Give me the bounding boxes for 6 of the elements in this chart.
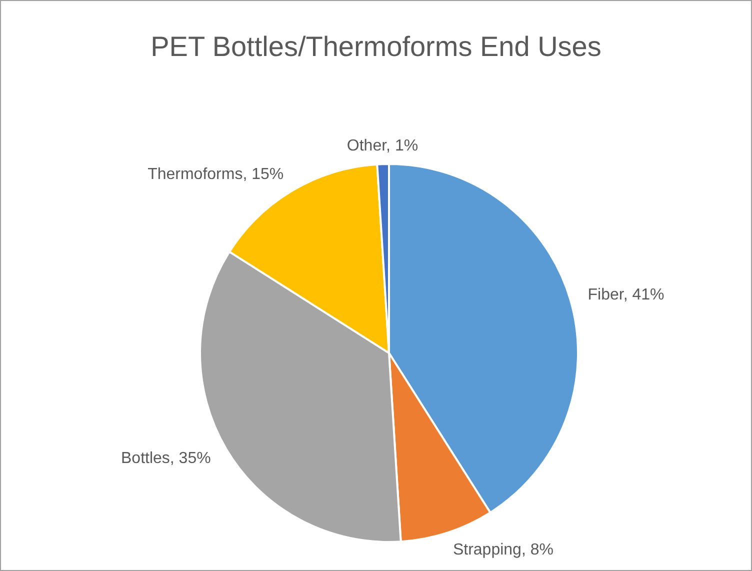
slice-label: Strapping, 8% bbox=[452, 541, 554, 558]
chart-title: PET Bottles/Thermoforms End Uses bbox=[150, 31, 602, 63]
slice-label: Bottles, 35% bbox=[121, 450, 211, 467]
slice-label: Thermoforms, 15% bbox=[148, 166, 284, 184]
slice-label: Other, 1% bbox=[346, 138, 418, 155]
slice-label: Fiber, 41% bbox=[588, 286, 664, 304]
